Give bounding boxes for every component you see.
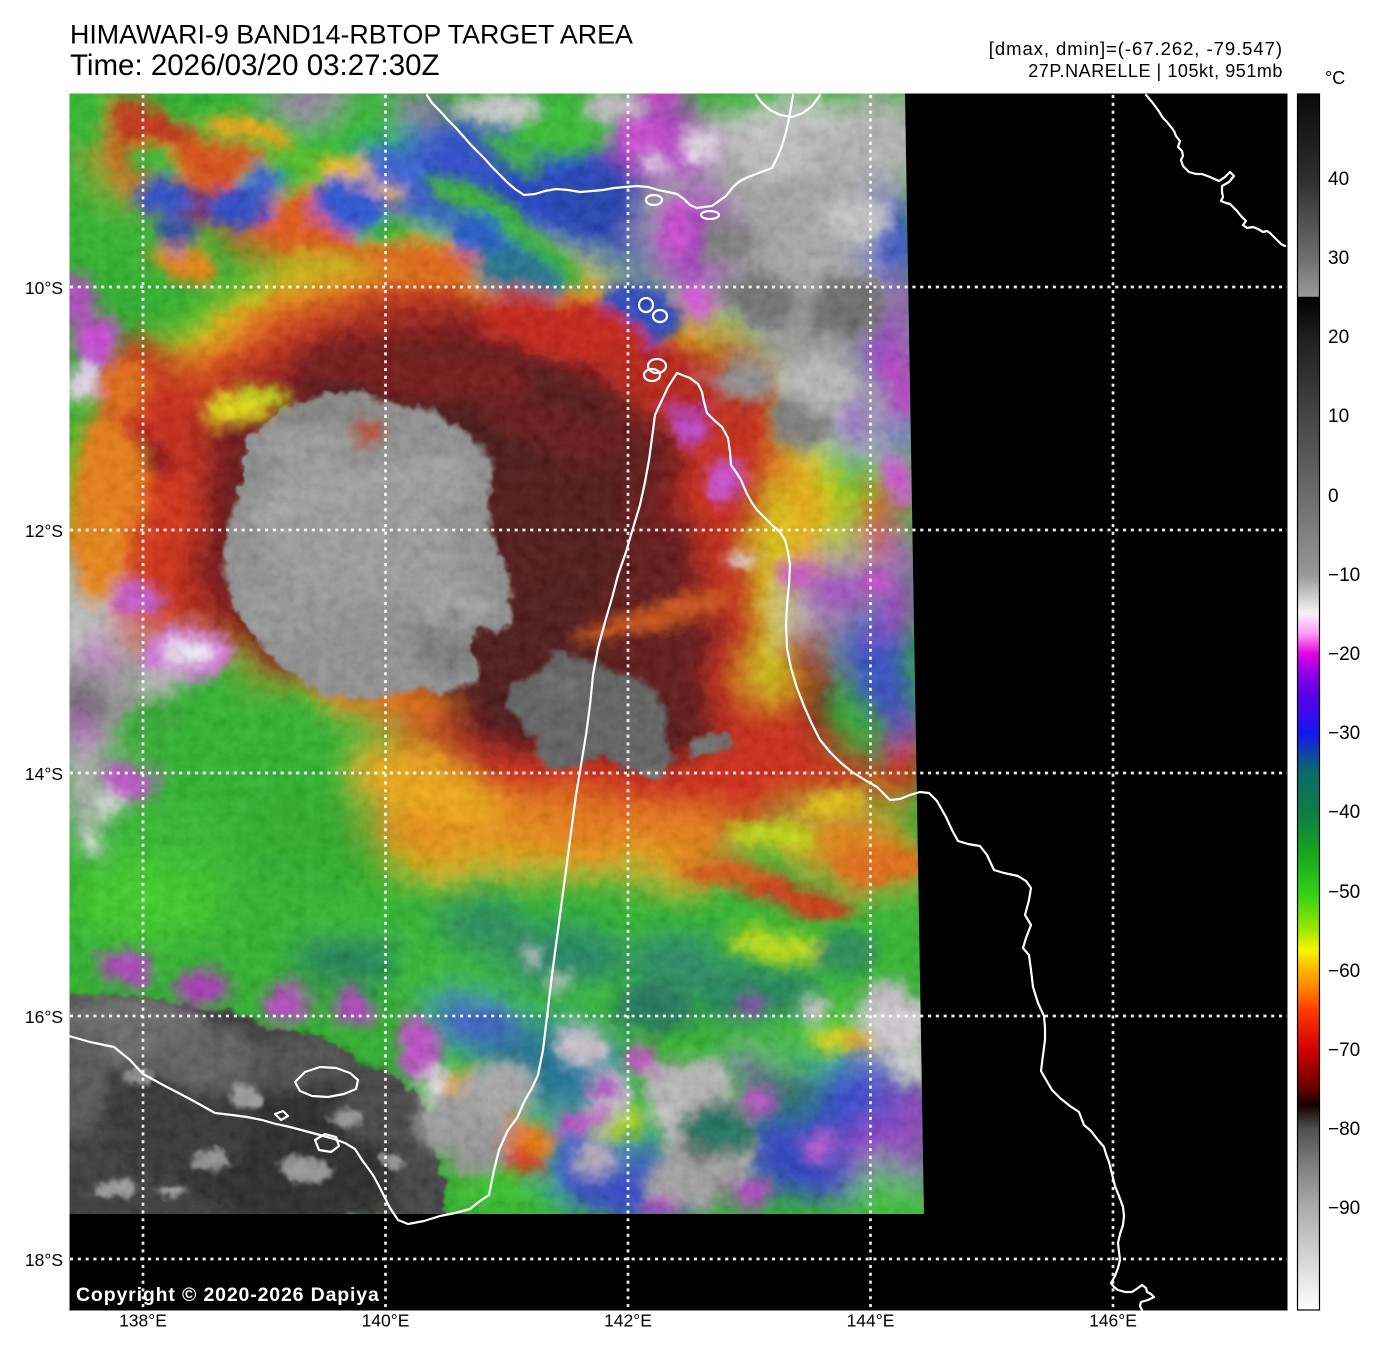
svg-text:−70: −70: [1328, 1040, 1360, 1061]
svg-text:−30: −30: [1328, 723, 1360, 744]
svg-text:10°S: 10°S: [25, 278, 63, 298]
svg-text:16°S: 16°S: [25, 1007, 63, 1027]
svg-text:144°E: 144°E: [847, 1311, 895, 1331]
svg-text:−50: −50: [1328, 882, 1360, 903]
svg-text:40: 40: [1328, 169, 1349, 190]
svg-text:[dmax, dmin]=(-67.262, -79.547: [dmax, dmin]=(-67.262, -79.547): [989, 38, 1283, 59]
svg-text:−10: −10: [1328, 565, 1360, 586]
svg-text:−40: −40: [1328, 802, 1360, 823]
svg-text:°C: °C: [1325, 68, 1345, 88]
svg-text:−20: −20: [1328, 644, 1360, 665]
svg-text:18°S: 18°S: [25, 1250, 63, 1270]
svg-text:12°S: 12°S: [25, 521, 63, 541]
svg-text:138°E: 138°E: [119, 1311, 167, 1331]
svg-text:30: 30: [1328, 248, 1349, 269]
svg-text:14°S: 14°S: [25, 764, 63, 784]
svg-text:20: 20: [1328, 327, 1349, 348]
svg-text:−60: −60: [1328, 961, 1360, 982]
svg-text:0: 0: [1328, 486, 1339, 507]
svg-text:HIMAWARI-9 BAND14-RBTOP TARGET: HIMAWARI-9 BAND14-RBTOP TARGET AREA: [70, 20, 633, 50]
svg-text:Copyright © 2020-2026 Dapiya: Copyright © 2020-2026 Dapiya: [76, 1284, 380, 1306]
svg-text:−80: −80: [1328, 1119, 1360, 1140]
svg-text:142°E: 142°E: [604, 1311, 652, 1331]
svg-text:10: 10: [1328, 406, 1349, 427]
svg-text:140°E: 140°E: [362, 1311, 410, 1331]
svg-text:27P.NARELLE | 105kt, 951mb: 27P.NARELLE | 105kt, 951mb: [1028, 61, 1283, 81]
svg-text:Time: 2026/03/20 03:27:30Z: Time: 2026/03/20 03:27:30Z: [70, 49, 440, 82]
svg-text:−90: −90: [1328, 1198, 1360, 1219]
svg-text:146°E: 146°E: [1089, 1311, 1137, 1331]
